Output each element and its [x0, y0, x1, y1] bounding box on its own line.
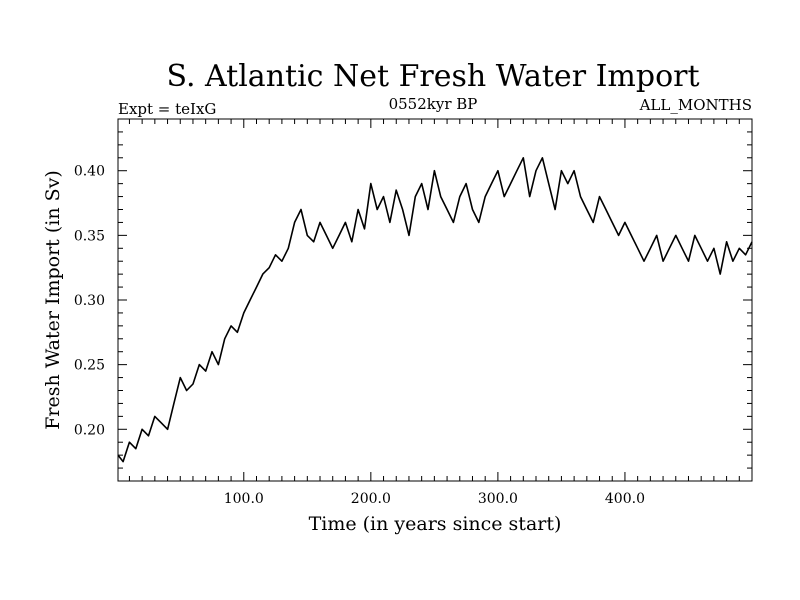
x-tick-label: 300.0 — [478, 491, 518, 507]
months-label: ALL_MONTHS — [639, 96, 752, 114]
chart-title: S. Atlantic Net Fresh Water Import — [166, 59, 699, 94]
x-axis-label: Time (in years since start) — [309, 513, 562, 535]
y-tick-label: 0.35 — [74, 228, 105, 244]
x-tick-label: 200.0 — [351, 491, 391, 507]
x-tick-label: 100.0 — [224, 491, 264, 507]
y-tick-label: 0.25 — [74, 358, 105, 374]
y-tick-label: 0.40 — [74, 164, 105, 180]
axis-ticks — [118, 119, 752, 481]
y-axis-label: Fresh Water Import (in Sv) — [42, 170, 64, 430]
period-label: 0552kyr BP — [389, 95, 478, 113]
y-tick-label: 0.20 — [74, 422, 105, 438]
series-line — [117, 157, 753, 463]
y-tick-label: 0.30 — [74, 293, 105, 309]
experiment-label: Expt = teIxG — [118, 100, 216, 118]
tick-labels: 100.0 200.0 300.0 400.0 0.20 0.25 0.30 0.35 0.40 — [74, 164, 645, 507]
x-tick-label: 400.0 — [605, 491, 645, 507]
